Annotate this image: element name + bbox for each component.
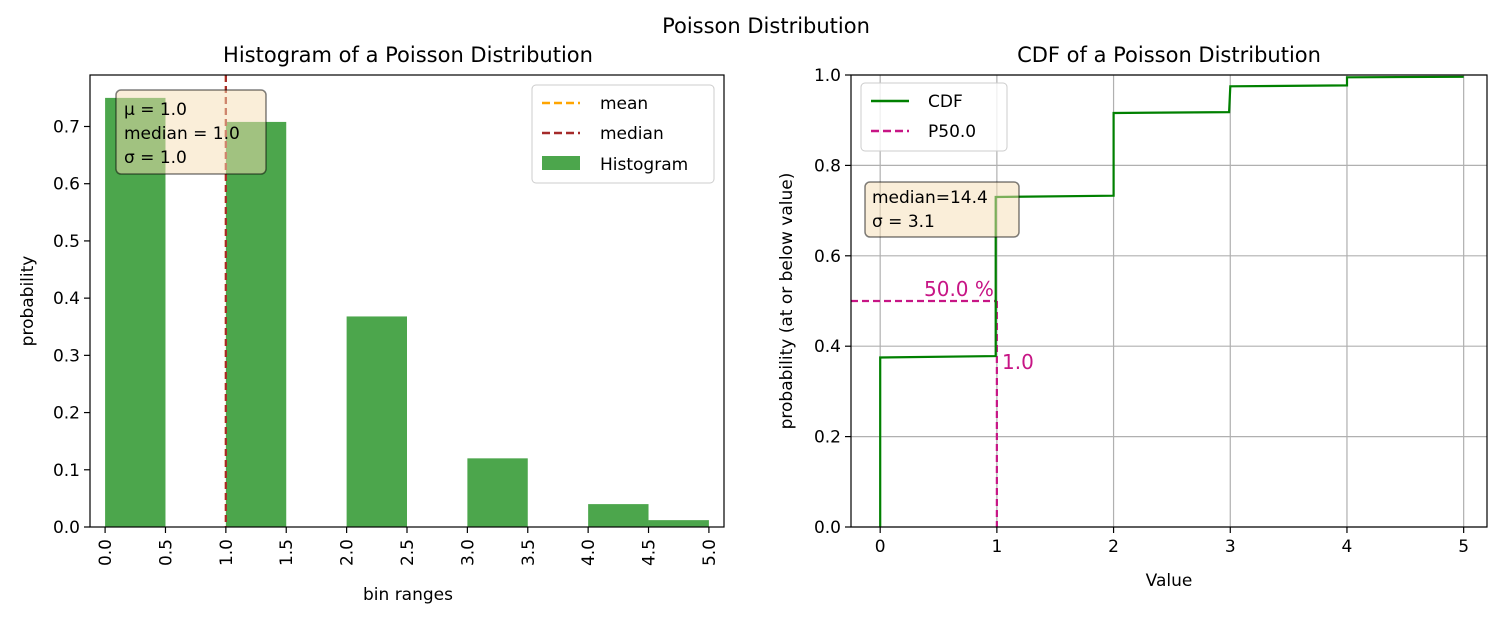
histogram-x-tick-label: 0.5 xyxy=(156,539,176,566)
cdf-title: CDF of a Poisson Distribution xyxy=(1017,43,1321,67)
histogram-stats-box: μ = 1.0 median = 1.0 σ = 1.0 xyxy=(115,89,267,175)
histogram-x-tick-label: 3.5 xyxy=(519,539,539,566)
cdf-stats-median: median=14.4 xyxy=(872,188,988,208)
histogram-x-ticks: 0.0 0.5 1.0 1.5 2.0 2.5 3.0 3.5 4.0 4.5 5.0 xyxy=(96,527,720,566)
cdf-y-tick-label: 1.0 xyxy=(814,66,841,86)
cdf-x-tick-label: 0 xyxy=(875,537,886,557)
histogram-y-tick-label: 0.6 xyxy=(53,175,80,195)
cdf-y-tick-label: 0.0 xyxy=(814,518,841,538)
cdf-x-tick-label: 4 xyxy=(1342,537,1353,557)
legend-p50-label: P50.0 xyxy=(928,122,976,142)
histogram-x-tick-label: 1.5 xyxy=(277,539,297,566)
histogram-y-tick-label: 0.7 xyxy=(53,117,80,137)
histogram-y-tick-label: 0.2 xyxy=(53,404,80,424)
histogram-x-tick-label: 0.0 xyxy=(96,539,116,566)
histogram-y-tick-label: 0.3 xyxy=(53,346,80,366)
cdf-percentile-value-label: 1.0 xyxy=(1002,350,1034,374)
cdf-y-ticks: 0.0 0.2 0.4 0.6 0.8 1.0 xyxy=(814,66,851,538)
histogram-bar xyxy=(588,504,649,527)
histogram-chart: Histogram of a Poisson Distribution 0.0 0… xyxy=(18,43,725,605)
legend-mean-label: mean xyxy=(600,94,648,114)
histogram-bar xyxy=(346,316,407,527)
histogram-y-tick-label: 0.1 xyxy=(53,461,80,481)
cdf-stats-sigma: σ = 3.1 xyxy=(872,212,935,232)
cdf-stats-box: median=14.4 σ = 3.1 xyxy=(864,181,1020,238)
legend-histogram-label: Histogram xyxy=(600,155,688,175)
histogram-x-label: bin ranges xyxy=(363,585,453,605)
histogram-x-tick-label: 5.0 xyxy=(700,539,720,566)
histogram-x-tick-label: 3.0 xyxy=(458,539,478,566)
histogram-title: Histogram of a Poisson Distribution xyxy=(223,43,593,67)
cdf-x-tick-label: 5 xyxy=(1458,537,1469,557)
cdf-x-tick-label: 1 xyxy=(991,537,1002,557)
legend-median-label: median xyxy=(600,124,664,144)
histogram-y-tick-label: 0.4 xyxy=(53,289,80,309)
cdf-x-label: Value xyxy=(1146,571,1193,591)
histogram-stats-sigma: σ = 1.0 xyxy=(124,148,187,168)
cdf-plot-frame xyxy=(850,74,1488,528)
cdf-y-tick-label: 0.8 xyxy=(814,156,841,176)
cdf-x-tick-label: 2 xyxy=(1108,537,1119,557)
legend-histogram-swatch xyxy=(542,156,580,170)
histogram-legend: mean median Histogram xyxy=(531,84,715,184)
histogram-stats-median: median = 1.0 xyxy=(124,124,240,144)
cdf-x-tick-label: 3 xyxy=(1225,537,1236,557)
histogram-stats-mean: μ = 1.0 xyxy=(124,100,187,120)
cdf-y-tick-label: 0.4 xyxy=(814,337,841,357)
histogram-bar xyxy=(225,121,287,528)
legend-cdf-label: CDF xyxy=(928,92,963,112)
cdf-percent-label: 50.0 % xyxy=(924,277,994,301)
cdf-series-line xyxy=(879,75,1464,527)
histogram-y-label: probability xyxy=(18,256,38,347)
histogram-y-tick-label: 0.0 xyxy=(53,518,80,538)
cdf-legend: CDF P50.0 xyxy=(860,82,1008,152)
cdf-y-label: probability (at or below value) xyxy=(777,173,797,430)
cdf-y-tick-label: 0.2 xyxy=(814,428,841,448)
histogram-x-tick-label: 4.5 xyxy=(640,539,660,566)
figure-suptitle: Poisson Distribution xyxy=(662,14,870,38)
histogram-bar xyxy=(467,458,528,527)
cdf-chart: CDF of a Poisson Distribution 0 1 2 3 4 5 0.0… xyxy=(777,43,1488,591)
histogram-x-tick-label: 2.0 xyxy=(338,539,358,566)
histogram-y-tick-label: 0.5 xyxy=(53,232,80,252)
histogram-x-tick-label: 4.0 xyxy=(579,539,599,566)
histogram-y-ticks: 0.0 0.1 0.2 0.3 0.4 0.5 0.6 0.7 xyxy=(53,117,90,538)
histogram-x-tick-label: 1.0 xyxy=(217,539,237,566)
cdf-percentile-lines xyxy=(851,299,998,527)
cdf-x-ticks: 0 1 2 3 4 5 xyxy=(875,527,1469,557)
histogram-bar xyxy=(648,520,709,527)
cdf-y-tick-label: 0.6 xyxy=(814,247,841,267)
histogram-x-tick-label: 2.5 xyxy=(398,539,418,566)
